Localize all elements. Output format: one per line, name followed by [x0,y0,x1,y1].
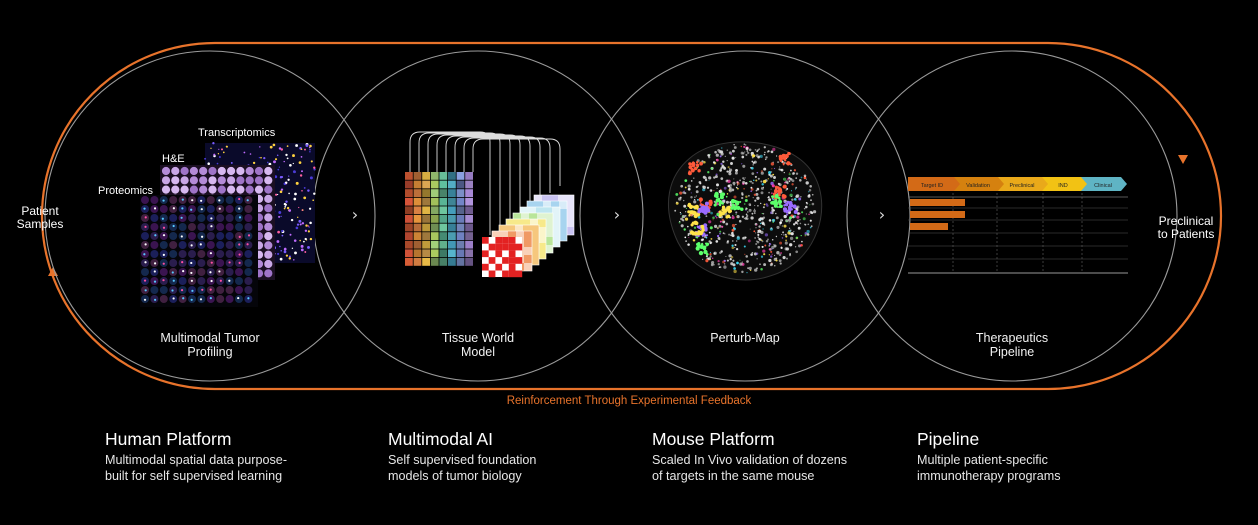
column-description: Multimodal spatial data purpose-built fo… [105,453,365,484]
phase-chevron [908,177,962,191]
stage-circle-profiling [44,50,376,382]
stage-title-line: Therapeutics [975,331,1049,345]
phase-chevron [1081,177,1127,191]
prediction-stack-image [482,194,575,278]
preclinical-label: Preclinical to Patients [1150,215,1222,241]
column-heading: Human Platform [105,429,232,449]
he-label: H&E [162,153,185,165]
phase-label: Target ID [921,183,943,189]
desc-line: of targets in the same mouse [652,468,815,483]
feedback-label: Reinforcement Through Experimental Feedb… [0,395,1258,407]
desc-line: Self supervised foundation [388,453,537,467]
embedding-matrix-image [405,172,473,266]
program-bar [910,223,948,230]
feedback-text: Reinforcement Through Experimental Feedb… [500,395,758,407]
stage-title-line: Model [460,345,496,359]
stage-title-world-model: Tissue World Model [388,331,568,359]
column-description: Multiple patient-specific immunotherapy p… [917,453,1177,484]
phase-chevron [954,177,1006,191]
proteomics-image [140,195,258,307]
phase-label: Clinical [1094,183,1112,189]
left-label-line: Samples [16,217,64,231]
column-heading: Pipeline [917,429,980,449]
phase-label: Validation [966,183,990,189]
feedback-loop-track [40,41,1223,391]
desc-line: Multiple patient-specific [917,453,1048,467]
next-stage-arrow-icon: › [879,205,885,224]
stage-title-pipeline: Therapeutics Pipeline [922,331,1102,359]
stage-title-line: Perturb-Map [710,331,780,345]
stage-title-profiling: Multimodal Tumor Profiling [120,331,300,359]
desc-line: models of tumor biology [388,468,522,483]
world-model-connections [409,131,561,235]
next-stage-arrow-icon: › [614,205,620,224]
loop-arrow-down-icon [1178,155,1188,164]
desc-line: Multimodal spatial data purpose- [105,453,288,467]
column-human-platform: Human Platform Multimodal spatial data p… [105,428,365,484]
column-pipeline: Pipeline Multiple patient-specific immuno… [917,428,1177,484]
column-description: Scaled In Vivo validation of dozens of ta… [652,453,912,484]
desc-line: immunotherapy programs [917,468,1061,483]
column-heading: Multimodal AI [388,429,494,449]
stage-circle-pipeline [846,50,1178,382]
perturb-map-tissue-image [674,143,817,274]
phase-label: Preclinical [1009,183,1034,189]
stage-title-line: Multimodal Tumor [160,331,260,345]
phase-chevron [998,177,1050,191]
program-bar [910,211,965,218]
desc-line: Scaled In Vivo validation of dozens [652,453,848,467]
proteomics-label: Proteomics [98,185,154,197]
right-label-line: to Patients [1157,227,1215,241]
stage-title-line: Pipeline [989,345,1035,359]
transcriptomics-label: Transcriptomics [198,127,276,139]
column-description: Self supervised foundation models of tumo… [388,453,648,484]
stage-title-line: Profiling [187,345,233,359]
column-multimodal-ai: Multimodal AI Self supervised foundation… [388,428,648,484]
stage-title-line: Tissue World [441,331,515,345]
column-mouse-platform: Mouse Platform Scaled In Vivo validation… [652,428,912,484]
phase-label: IND [1058,183,1068,189]
stage-title-perturb-map: Perturb-Map [655,331,835,345]
column-heading: Mouse Platform [652,429,775,449]
desc-line: built for self supervised learning [105,468,283,483]
pipeline-chart: Target ID Validation Preclinical IND Cli… [908,177,1128,274]
right-label-line: Preclinical [1158,214,1214,228]
next-stage-arrow-icon: › [352,205,358,224]
phase-chevron [1042,177,1089,191]
left-label-line: Patient [21,204,59,218]
program-bar [910,199,965,206]
patient-samples-label: Patient Samples [14,205,66,231]
